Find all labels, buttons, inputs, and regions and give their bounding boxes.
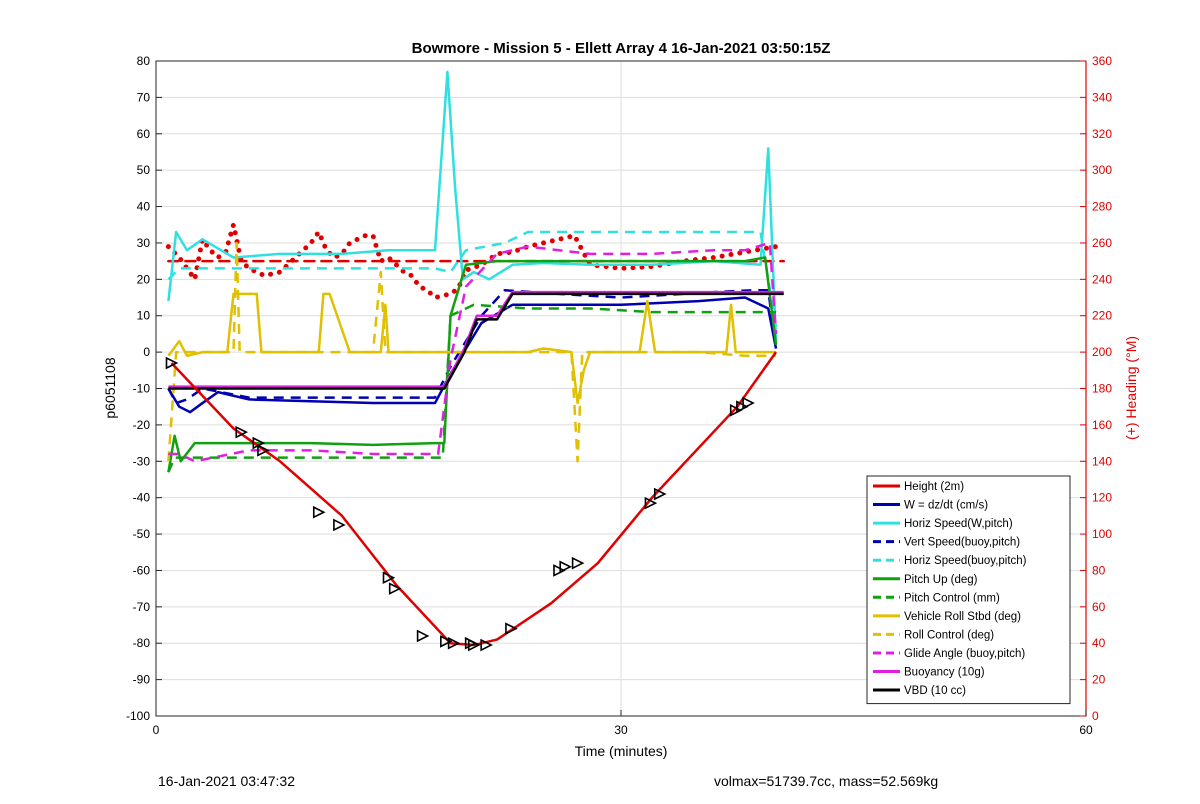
y-tick-label-8: -20	[133, 418, 151, 432]
y2-tick-label-16: 320	[1092, 127, 1112, 141]
triangle-marker-0	[165, 356, 179, 370]
y2-tick-label-11: 220	[1092, 309, 1112, 323]
y2-tick-label-7: 140	[1092, 454, 1112, 468]
y-tick-label-10: 0	[143, 345, 150, 359]
marker-layer	[165, 356, 755, 652]
y-tick-label-0: -100	[126, 709, 150, 723]
series-line-11	[168, 292, 784, 390]
y-tick-label-3: -70	[133, 600, 151, 614]
y-tick-label-18: 80	[137, 54, 151, 68]
y-tick-label-13: 30	[137, 236, 151, 250]
y2-tick-label-15: 300	[1092, 163, 1112, 177]
y2-tick-label-4: 80	[1092, 563, 1106, 577]
triangle-marker-20	[729, 404, 743, 417]
right-axis: 0 20 40 60 80 100 120 140 160 180 200 220 240 260 280 3…	[1080, 54, 1112, 723]
legend-label-8: Roll Control (deg)	[904, 629, 994, 641]
legend-label-6: Pitch Control (mm)	[904, 592, 1000, 604]
triangle-marker-16	[559, 560, 572, 574]
y-tick-label-17: 70	[137, 90, 151, 104]
y-tick-label-7: -30	[133, 454, 151, 468]
legend-label-0: Height (2m)	[904, 481, 964, 493]
triangle-marker-19	[653, 487, 667, 501]
y-tick-label-15: 50	[137, 163, 151, 177]
x-axis: 0 30 60	[153, 710, 1093, 737]
legend-box	[866, 475, 1071, 705]
y-tick-label-2: -80	[133, 636, 151, 650]
triangle-marker-10	[447, 636, 461, 650]
triangle-marker-21	[736, 400, 749, 413]
legend-label-3: Vert Speed(buoy,pitch)	[904, 537, 1020, 549]
x-tick-label-0: 0	[153, 723, 160, 737]
legend-label-9: Glide Angle (buoy,pitch)	[904, 648, 1025, 660]
triangle-marker-17	[571, 556, 585, 570]
triangle-marker-9	[440, 635, 453, 648]
legend-label-2: Horiz Speed(W,pitch)	[904, 518, 1013, 530]
legend-label-4: Horiz Speed(buoy,pitch)	[904, 555, 1027, 567]
y2-tick-label-13: 260	[1092, 236, 1112, 250]
y-tick-label-11: 10	[137, 309, 151, 323]
left-axis: -100-90-80-70-60-50-40-30-20-10010203040…	[126, 54, 162, 723]
x-tick-label-1: 30	[614, 723, 628, 737]
y-tick-label-9: -10	[133, 382, 151, 396]
y-tick-label-4: -60	[133, 563, 151, 577]
x-tick-label-2: 60	[1079, 723, 1093, 737]
y2-tick-label-0: 0	[1092, 709, 1099, 723]
y2-tick-label-5: 100	[1092, 527, 1112, 541]
y-tick-label-14: 40	[137, 200, 151, 214]
triangle-marker-1	[235, 425, 249, 439]
y2-tick-label-12: 240	[1092, 272, 1112, 286]
chart-title: Bowmore - Mission 5 - Ellett Array 4 16-…	[412, 40, 831, 57]
y-tick-label-6: -40	[133, 491, 151, 505]
legend-label-10: Buoyancy (10g)	[904, 667, 985, 679]
y2-tick-label-18: 360	[1092, 54, 1112, 68]
y-axis-label: p6051108	[102, 357, 118, 418]
y2-tick-label-9: 180	[1092, 382, 1112, 396]
triangle-marker-14	[505, 622, 518, 635]
y2-tick-label-17: 340	[1092, 90, 1112, 104]
legend-label-5: Pitch Up (deg)	[904, 574, 978, 586]
triangle-marker-7	[388, 582, 402, 595]
series-line-2	[167, 70, 778, 342]
series-line-9	[168, 241, 778, 463]
series-layer	[165, 70, 785, 647]
legend-label-7: Vehicle Roll Stbd (deg)	[904, 611, 1021, 623]
legend-label-1: W = dz/dt (cm/s)	[904, 500, 988, 512]
y2-tick-label-14: 280	[1092, 200, 1112, 214]
footer-timestamp: 16-Jan-2021 03:47:32	[158, 773, 295, 789]
y2-tick-label-8: 160	[1092, 418, 1112, 432]
y2-tick-label-10: 200	[1092, 345, 1112, 359]
x-axis-label: Time (minutes)	[575, 743, 668, 759]
y2-tick-label-1: 20	[1092, 673, 1106, 687]
triangle-marker-4	[312, 505, 326, 519]
triangle-marker-8	[416, 629, 430, 643]
footer-stats: volmax=51739.7cc, mass=52.569kg	[714, 773, 939, 789]
heading-series-1	[165, 222, 779, 301]
triangle-marker-13	[480, 638, 493, 652]
triangle-marker-15	[553, 564, 566, 577]
y2-tick-label-2: 40	[1092, 636, 1106, 650]
series-line-8	[167, 241, 776, 463]
legend-label-11: VBD (10 cc)	[904, 685, 966, 697]
triangle-marker-18	[644, 496, 658, 510]
triangle-marker-3	[257, 444, 270, 457]
y-tick-label-16: 60	[137, 127, 151, 141]
triangle-marker-12	[467, 638, 481, 652]
y-tick-label-5: -50	[133, 527, 151, 541]
triangle-marker-6	[382, 571, 396, 585]
y-tick-label-12: 20	[137, 272, 151, 286]
y2-tick-label-3: 60	[1092, 600, 1106, 614]
triangle-marker-5	[333, 518, 346, 532]
series-line-4	[167, 230, 778, 327]
legend: Height (2m) W = dz/dt (cm/s) Horiz Speed(W…	[866, 475, 1071, 705]
y2-tick-label-6: 120	[1092, 491, 1112, 505]
triangle-marker-22	[742, 396, 755, 410]
y-tick-label-1: -90	[133, 673, 151, 687]
series-line-6	[167, 303, 776, 473]
y2-axis-label: (+) Heading (°M)	[1123, 336, 1139, 440]
